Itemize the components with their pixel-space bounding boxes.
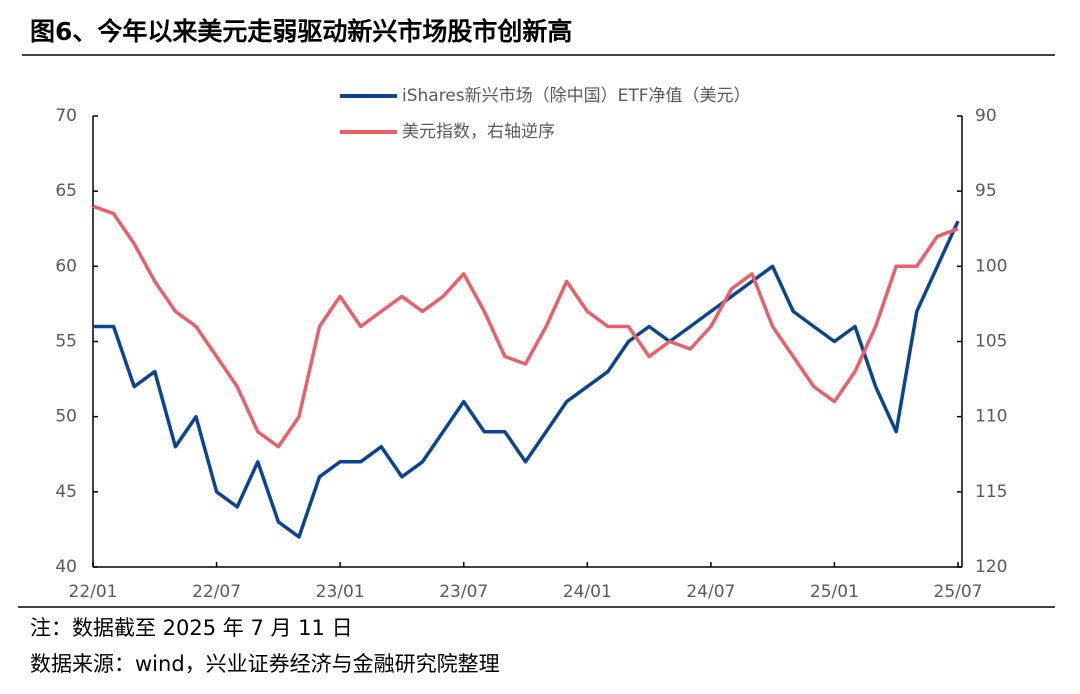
note: 数据来源：wind，兴业证券经济与金融研究院整理 (30, 652, 500, 676)
x-tick-label: 25/01 (810, 582, 859, 602)
y-tick-label: 40 (55, 557, 77, 577)
x-tick-label: 24/01 (563, 582, 612, 602)
y-tick-label: 50 (55, 407, 77, 427)
y2-tick-label: 100 (975, 256, 1007, 276)
legend-label: iShares新兴市场（除中国）ETF净值（美元） (402, 86, 751, 106)
series-line (92, 204, 959, 449)
y2-tick-label: 95 (975, 181, 997, 201)
series-line (93, 220, 960, 539)
x-tick-label: 23/07 (439, 582, 488, 602)
x-tick-label: 25/07 (934, 582, 983, 602)
legend-label: 美元指数，右轴逆序 (402, 122, 555, 142)
y-tick-label: 60 (55, 256, 77, 276)
y-tick-label: 55 (55, 332, 77, 352)
x-tick-label: 23/01 (316, 582, 365, 602)
y2-tick-label: 120 (975, 557, 1007, 577)
y-tick-label: 45 (55, 482, 77, 502)
x-tick-label: 22/07 (192, 582, 241, 602)
x-tick-label: 24/07 (686, 582, 735, 602)
y2-tick-label: 105 (975, 332, 1007, 352)
y2-tick-label: 110 (975, 407, 1007, 427)
y-tick-label: 70 (55, 106, 77, 126)
chart-title: 图6、今年以来美元走弱驱动新兴市场股市创新高 (30, 17, 572, 46)
x-tick-label: 22/01 (69, 582, 118, 602)
y-tick-label: 65 (55, 181, 77, 201)
y2-tick-label: 90 (975, 106, 997, 126)
y2-tick-label: 115 (975, 482, 1007, 502)
note: 注：数据截至 2025 年 7 月 11 日 (30, 616, 353, 640)
